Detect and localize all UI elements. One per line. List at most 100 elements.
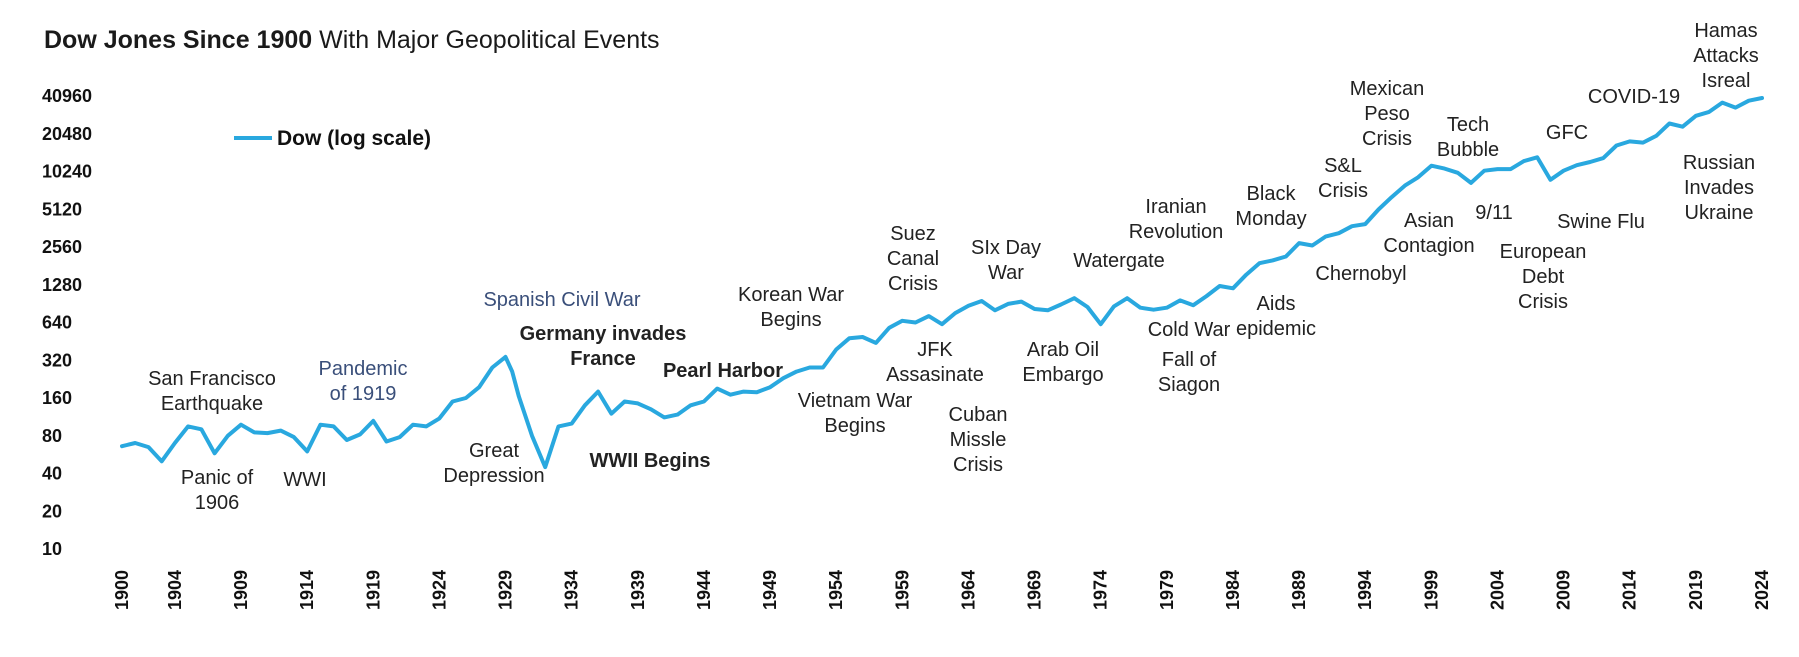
x-tick-label: 1999 [1421,570,1441,610]
event-annotation: European [1500,241,1587,263]
y-tick-label: 320 [42,350,72,370]
event-annotation: Aids [1257,293,1296,315]
event-annotation: Pandemic [319,358,408,380]
event-annotation: Watergate [1073,250,1165,272]
event-annotation: Embargo [1022,364,1103,386]
y-tick-label: 10240 [42,162,92,182]
event-annotation: 9/11 [1475,202,1512,224]
event-annotation: Invades [1684,177,1754,199]
event-annotation: Suez [890,223,936,245]
event-annotation: Crisis [1362,128,1412,150]
x-tick-label: 1944 [694,570,714,610]
event-annotation: Depression [443,465,544,487]
event-annotation: Vietnam War [798,390,913,412]
event-annotation: Iranian [1145,196,1206,218]
event-annotation: Crisis [1318,180,1368,202]
event-annotation: Panic of [181,467,254,489]
event-annotation: Cuban [949,404,1008,426]
x-tick-label: 1974 [1091,570,1111,610]
series-line-dow [120,96,1764,470]
event-annotation: Siagon [1158,374,1220,396]
event-annotation: Begins [760,309,821,331]
event-annotation: Ukraine [1685,202,1754,224]
event-annotation: Asian [1404,210,1454,232]
event-annotation: Crisis [1518,291,1568,313]
legend-label: Dow (log scale) [277,127,431,150]
event-annotation: Spanish Civil War [483,289,640,311]
x-tick-label: 1924 [429,570,449,610]
x-tick-label: 1939 [628,570,648,610]
y-tick-label: 2560 [42,237,82,257]
x-tick-label: 1994 [1355,570,1375,610]
y-tick-label: 10 [42,539,62,559]
event-annotation: JFK [917,339,953,361]
event-annotation: War [988,262,1024,284]
chart-title: Dow Jones Since 1900 With Major Geopolit… [44,26,660,55]
x-tick-label: 1919 [363,570,383,610]
event-annotation: Cold War [1148,319,1231,341]
y-tick-label: 20 [42,501,62,521]
event-annotation: Crisis [888,273,938,295]
event-annotation: Peso [1364,103,1410,125]
event-annotation: S&L [1324,155,1362,177]
x-tick-label: 1969 [1025,570,1045,610]
y-axis-ticks: 10 20 40 80 160 320 640 1280 2560 5120 10240 20480 4… [42,86,92,559]
y-tick-label: 160 [42,388,72,408]
event-annotation: France [570,348,636,370]
event-annotation: Earthquake [161,393,263,415]
x-tick-label: 1989 [1289,570,1309,610]
event-annotation: Fall of [1162,349,1217,371]
event-annotation: Crisis [953,454,1003,476]
event-annotation: Assasinate [886,364,984,386]
event-annotation: Attacks [1693,45,1759,67]
x-tick-label: 1929 [496,570,516,610]
x-tick-label: 1959 [892,570,912,610]
event-annotation: Pearl Harbor [663,360,783,382]
x-tick-label: 1954 [826,570,846,610]
event-annotation: San Francisco [148,368,276,390]
event-annotation: epidemic [1236,318,1316,340]
event-annotation: Revolution [1129,221,1224,243]
y-tick-label: 640 [42,313,72,333]
event-annotation: Missle [950,429,1007,451]
x-tick-label: 2009 [1554,570,1574,610]
event-annotation: WWII Begins [589,450,710,472]
event-annotation: Great [469,440,519,462]
x-tick-label: 1984 [1223,570,1243,610]
event-annotation: SIx Day [971,237,1041,259]
x-tick-label: 1979 [1157,570,1177,610]
x-tick-label: 1949 [760,570,780,610]
event-annotation: Monday [1235,208,1306,230]
event-annotation: 1906 [195,492,240,514]
y-tick-label: 1280 [42,275,82,295]
x-tick-label: 2004 [1487,570,1507,610]
x-tick-label: 1964 [958,570,978,610]
event-annotation: Isreal [1702,70,1751,92]
x-tick-label: 1904 [165,570,185,610]
x-tick-label: 1900 [112,570,132,610]
event-annotation: COVID-19 [1588,86,1680,108]
x-tick-label: 2014 [1620,570,1640,610]
x-tick-label: 2024 [1752,570,1772,610]
event-annotation: WWI [283,469,326,491]
annotations: San Francisco Earthquake Panic of 1906 WWI Pa… [148,20,1759,514]
y-tick-label: 5120 [42,199,82,219]
event-annotation: Begins [824,415,885,437]
event-annotation: GFC [1546,122,1588,144]
y-tick-label: 40960 [42,86,92,106]
event-annotation: Mexican [1350,78,1424,100]
y-tick-label: 80 [42,426,62,446]
x-tick-label: 1909 [231,570,251,610]
x-tick-label: 1934 [562,570,582,610]
event-annotation: Black [1247,183,1297,205]
event-annotation: Chernobyl [1315,263,1406,285]
event-annotation: Germany invades [520,323,687,345]
x-tick-label: 2019 [1686,570,1706,610]
x-tick-label: 1914 [297,570,317,610]
event-annotation: Debt [1522,266,1565,288]
event-annotation: Korean War [738,284,844,306]
event-annotation: Bubble [1437,139,1499,161]
legend: Dow (log scale) [234,127,431,150]
series-layer [120,96,1764,470]
